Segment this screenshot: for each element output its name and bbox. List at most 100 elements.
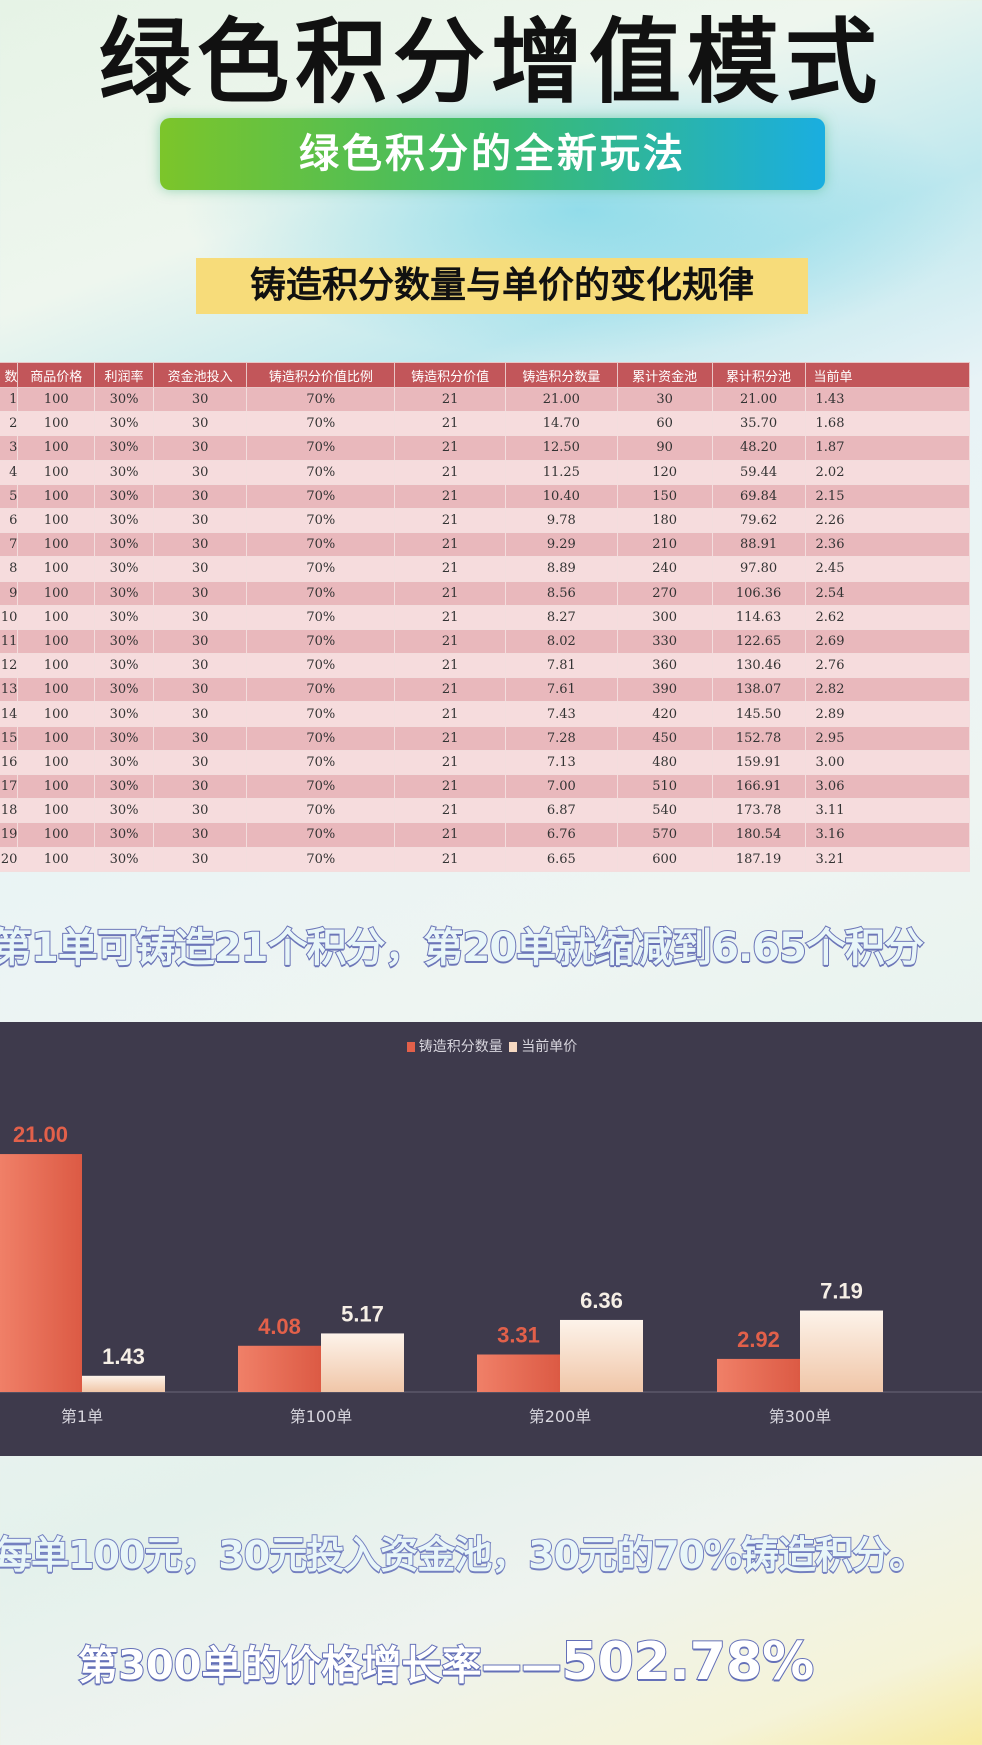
- table-cell: 21.00: [505, 386, 618, 413]
- table-cell: 11: [0, 628, 19, 655]
- table-cell: 240: [616, 556, 713, 582]
- legend-label-quantity: 铸造积分数量: [418, 1039, 503, 1055]
- table-cell: 100: [17, 556, 96, 582]
- table-cell: 8: [0, 556, 19, 582]
- table-cell: 7: [0, 532, 19, 558]
- table-row: 2 100 30% 30 70% 21 14.70 60 35.70 1.68: [0, 411, 971, 437]
- table-cell: 30%: [94, 386, 154, 413]
- subtitle-banner: 绿色积分的全新玩法: [160, 118, 825, 190]
- column-header: 资金池投入: [152, 362, 248, 388]
- table-cell: 70%: [246, 846, 396, 872]
- table-row: 8 100 30% 30 70% 21 8.89 240 97.80 2.45: [0, 556, 971, 582]
- table-cell: 19: [0, 822, 19, 848]
- table-cell: 30%: [94, 749, 154, 776]
- table-cell: 1: [0, 386, 19, 413]
- table-cell: 180.54: [711, 822, 806, 848]
- table-cell: 5: [0, 483, 19, 509]
- table-cell: 330: [616, 628, 713, 655]
- table-cell: 30: [152, 798, 248, 824]
- table-cell: 21: [394, 459, 506, 485]
- table-cell: 30%: [94, 411, 154, 437]
- table-cell: 6.65: [505, 846, 618, 872]
- table-cell: 100: [17, 604, 96, 630]
- table-cell: 30%: [94, 580, 154, 606]
- table-cell: 390: [616, 677, 713, 703]
- data-label: 21.00: [13, 1122, 68, 1147]
- column-header: 铸造积分价值比例: [246, 362, 396, 388]
- table-cell: 2.82: [804, 677, 971, 703]
- table-cell: 18: [0, 798, 19, 824]
- table-cell: 60: [616, 411, 713, 437]
- section-label: 铸造积分数量与单价的变化规律: [196, 258, 808, 314]
- table-cell: 21: [394, 386, 506, 413]
- category-label: 第1单: [61, 1407, 103, 1426]
- table-cell: 70%: [246, 725, 396, 751]
- table-cell: 70%: [246, 701, 396, 727]
- table-row: 13 100 30% 30 70% 21 7.61 390 138.07 2.82: [0, 677, 971, 703]
- table-cell: 21: [394, 677, 506, 703]
- table-cell: 35.70: [711, 411, 806, 437]
- table-cell: 70%: [246, 507, 396, 534]
- table-cell: 150: [616, 483, 713, 509]
- table-cell: 30%: [94, 483, 154, 509]
- table-cell: 30%: [94, 701, 154, 727]
- table-cell: 30: [152, 677, 248, 703]
- column-header: 铸造积分数量: [505, 362, 618, 388]
- table-cell: 100: [17, 653, 96, 679]
- table-cell: 30: [152, 386, 248, 413]
- table-cell: 30: [152, 459, 248, 485]
- table-row: 20 100 30% 30 70% 21 6.65 600 187.19 3.21: [0, 846, 971, 872]
- table-cell: 100: [17, 798, 96, 824]
- chart-legend: 铸造积分数量 当前单价: [0, 1036, 982, 1056]
- table-row: 5 100 30% 30 70% 21 10.40 150 69.84 2.15: [0, 483, 971, 509]
- table-cell: 30: [152, 773, 248, 800]
- table-cell: 21: [394, 725, 506, 751]
- table-cell: 97.80: [711, 556, 806, 582]
- table-cell: 100: [17, 822, 96, 848]
- table-row: 14 100 30% 30 70% 21 7.43 420 145.50 2.89: [0, 701, 971, 727]
- table-cell: 7.61: [505, 677, 618, 703]
- table-cell: 70%: [246, 459, 396, 485]
- table-cell: 3.21: [804, 846, 971, 872]
- table-cell: 100: [17, 846, 96, 872]
- legend-swatch-price: [509, 1042, 518, 1052]
- table-row: 11 100 30% 30 70% 21 8.02 330 122.65 2.69: [0, 628, 971, 655]
- table-cell: 30: [152, 507, 248, 534]
- column-header: 铸造积分价值: [394, 362, 506, 388]
- table-cell: 600: [616, 846, 713, 872]
- table-cell: 70%: [246, 604, 396, 630]
- table-row: 19 100 30% 30 70% 21 6.76 570 180.54 3.16: [0, 822, 971, 848]
- table-cell: 16: [0, 749, 19, 776]
- table-cell: 1.68: [804, 411, 971, 437]
- table-cell: 2.76: [804, 653, 971, 679]
- table-cell: 48.20: [711, 435, 806, 461]
- table-cell: 7.28: [505, 725, 618, 751]
- data-label: 6.36: [580, 1288, 623, 1313]
- data-label: 3.31: [497, 1322, 540, 1347]
- table-cell: 70%: [246, 749, 396, 776]
- table-cell: 2.54: [804, 580, 971, 606]
- table-row: 6 100 30% 30 70% 21 9.78 180 79.62 2.26: [0, 507, 971, 534]
- table-cell: 152.78: [711, 725, 806, 751]
- table-cell: 9.78: [505, 507, 618, 534]
- footer-line-1: 每单100元，30元投入资金池，30元的70%铸造积分。: [0, 1532, 928, 1578]
- table-cell: 173.78: [711, 798, 806, 824]
- category-label: 第300单: [769, 1407, 832, 1426]
- table-cell: 30: [152, 846, 248, 872]
- table-cell: 21: [394, 580, 506, 606]
- column-header: 当前单: [804, 362, 971, 388]
- table-cell: 21: [394, 822, 506, 848]
- table-row: 3 100 30% 30 70% 21 12.50 90 48.20 1.87: [0, 435, 971, 461]
- table-cell: 8.27: [505, 604, 618, 630]
- table-cell: 70%: [246, 580, 396, 606]
- footer-line-2: 第300单的价格增长率——502.78%: [77, 1631, 815, 1693]
- table-cell: 100: [17, 435, 96, 461]
- column-header: 累计积分池: [711, 362, 806, 388]
- table-cell: 30: [152, 653, 248, 679]
- table-cell: 2.95: [804, 725, 971, 751]
- table-cell: 30: [152, 628, 248, 655]
- table-cell: 21: [394, 701, 506, 727]
- table-cell: 9.29: [505, 532, 618, 558]
- table-cell: 30: [152, 411, 248, 437]
- table-cell: 187.19: [711, 846, 806, 872]
